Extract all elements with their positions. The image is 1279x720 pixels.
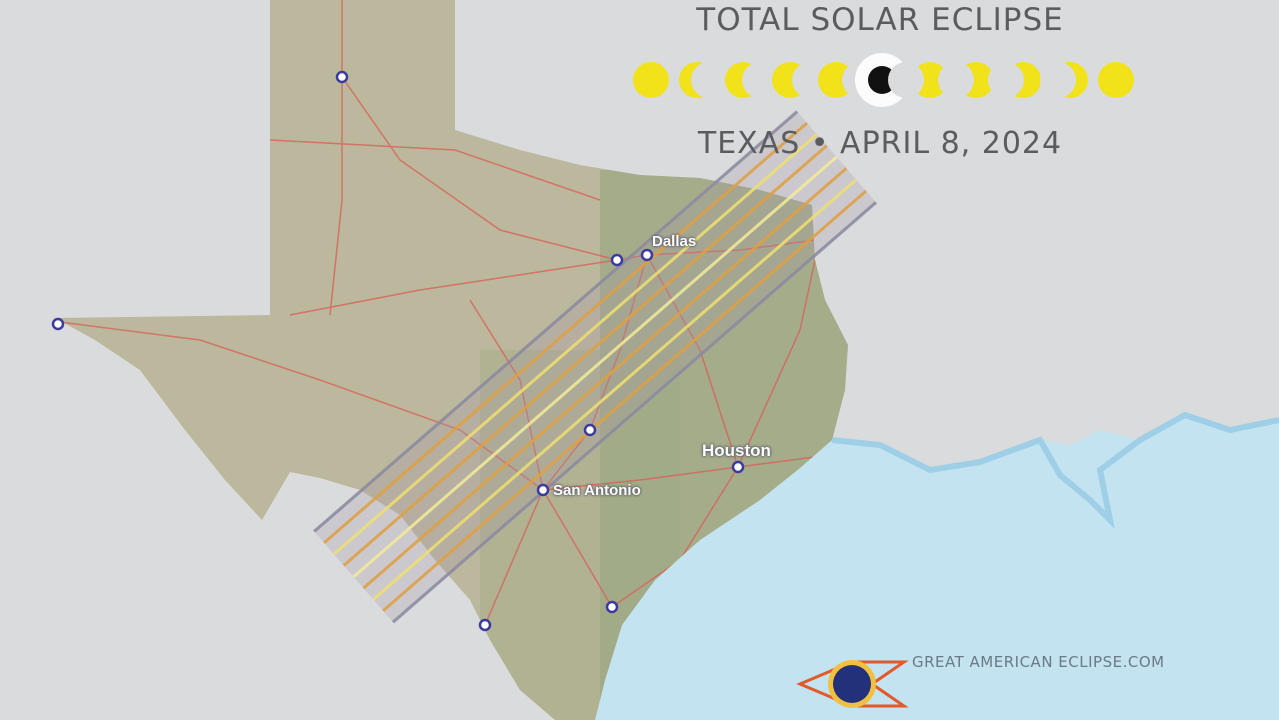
city-marker-dallas xyxy=(640,248,654,262)
title: TOTAL SOLAR ECLIPSE xyxy=(696,2,1064,38)
partial-eclipse-icon xyxy=(988,62,1041,98)
partial-eclipse-icon xyxy=(1098,62,1134,98)
louisiana-coast xyxy=(831,411,1279,530)
city-marker-amarillo xyxy=(335,70,349,84)
website-link[interactable]: GREAT AMERICAN ECLIPSE.COM xyxy=(912,653,1165,671)
city-marker-laredo xyxy=(478,618,492,632)
city-label-san-antonio: San Antonio xyxy=(553,482,641,499)
partial-eclipse-icon xyxy=(1040,62,1088,98)
partial-eclipse-icon xyxy=(725,62,778,98)
eclipse-phase-sequence xyxy=(633,53,1134,107)
gulf-water xyxy=(595,415,1279,720)
subtitle: TEXAS • APRIL 8, 2024 xyxy=(697,126,1063,161)
partial-eclipse-icon xyxy=(633,62,669,98)
logo xyxy=(796,660,909,708)
city-marker-fort-worth xyxy=(610,253,624,267)
partial-eclipse-icon xyxy=(938,62,994,98)
city-label-houston: Houston xyxy=(702,441,771,460)
city-marker-san-antonio xyxy=(536,483,550,497)
city-marker-el-paso xyxy=(51,317,65,331)
city-label-dallas: Dallas xyxy=(652,233,697,250)
city-marker-houston xyxy=(731,460,745,474)
city-marker-austin xyxy=(583,423,597,437)
partial-eclipse-icon xyxy=(772,62,828,98)
partial-eclipse-icon xyxy=(888,62,948,98)
partial-eclipse-icon xyxy=(679,62,727,98)
eclipse-path xyxy=(312,110,878,624)
city-marker-corpus-christi xyxy=(605,600,619,614)
